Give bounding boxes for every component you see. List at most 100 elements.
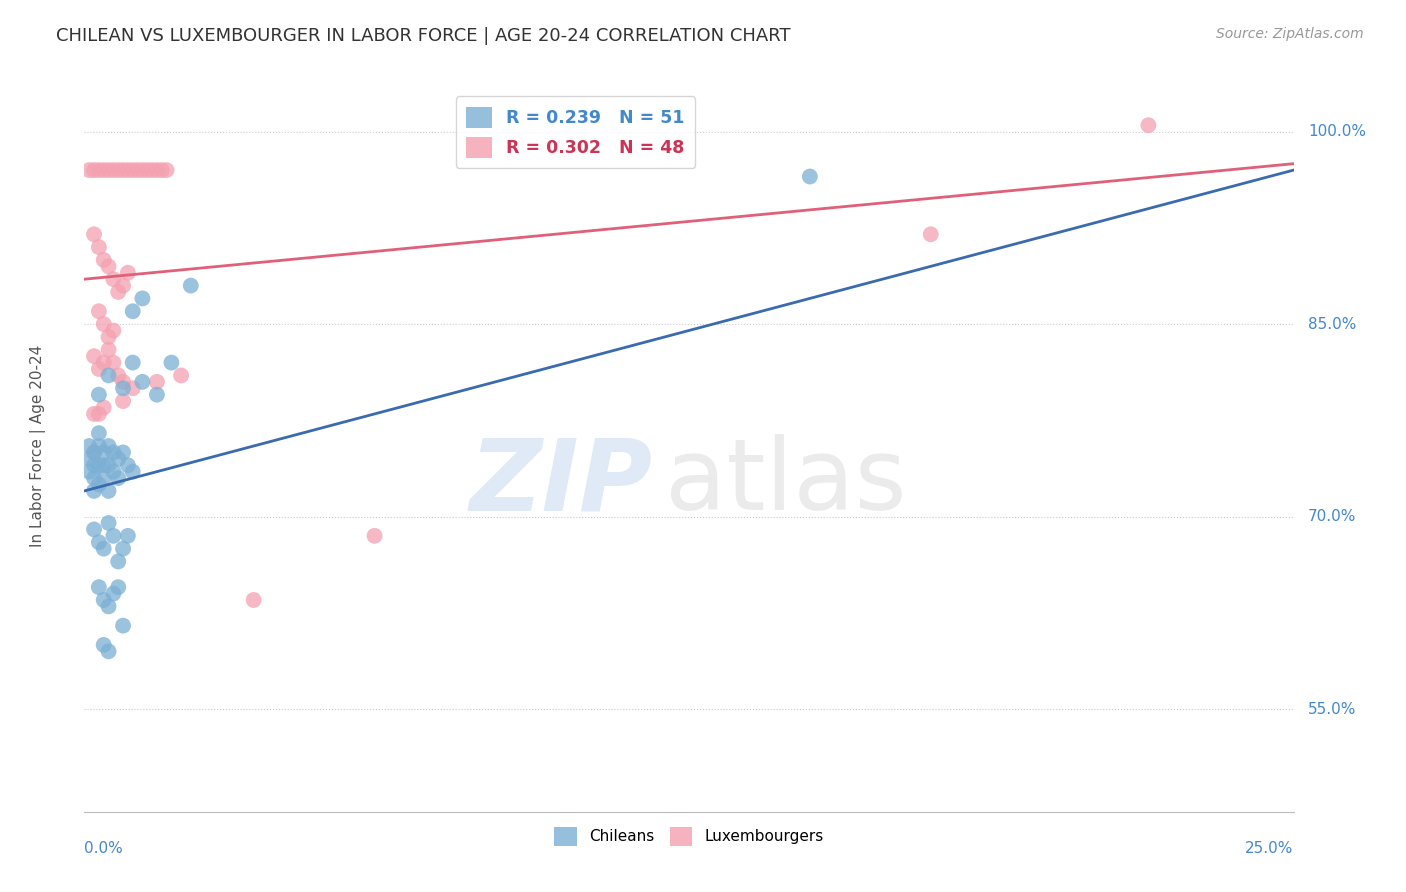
Point bbox=[112, 381, 135, 395]
Point bbox=[97, 439, 120, 453]
Point bbox=[363, 529, 385, 543]
Point bbox=[180, 278, 202, 293]
Text: atlas: atlas bbox=[665, 434, 907, 531]
Point bbox=[97, 516, 120, 530]
Text: 55.0%: 55.0% bbox=[1308, 702, 1357, 716]
Point bbox=[83, 471, 105, 485]
Point bbox=[97, 599, 120, 614]
Point bbox=[77, 465, 100, 479]
Point bbox=[93, 458, 115, 473]
Point bbox=[103, 163, 125, 178]
Point bbox=[141, 163, 163, 178]
Point bbox=[93, 355, 115, 369]
Point bbox=[97, 343, 120, 357]
Point bbox=[87, 387, 110, 401]
Point bbox=[121, 355, 143, 369]
Text: ZIP: ZIP bbox=[470, 434, 652, 531]
Point bbox=[103, 465, 125, 479]
Point bbox=[87, 580, 110, 594]
Point bbox=[77, 163, 100, 178]
Point bbox=[112, 163, 135, 178]
Point bbox=[93, 401, 115, 415]
Point bbox=[146, 375, 169, 389]
Point bbox=[160, 355, 183, 369]
Point bbox=[83, 349, 105, 363]
Point bbox=[87, 477, 110, 491]
Point bbox=[97, 483, 120, 498]
Point bbox=[87, 458, 110, 473]
Point bbox=[1234, 863, 1257, 877]
Legend: Chileans, Luxembourgers: Chileans, Luxembourgers bbox=[548, 821, 830, 852]
Text: 25.0%: 25.0% bbox=[1246, 841, 1294, 856]
Point bbox=[121, 163, 143, 178]
Point bbox=[97, 330, 120, 344]
Point bbox=[103, 445, 125, 459]
Point bbox=[77, 451, 100, 466]
Point bbox=[112, 618, 135, 632]
Point bbox=[87, 439, 110, 453]
Point bbox=[93, 541, 115, 556]
Point bbox=[83, 227, 105, 242]
Point bbox=[131, 163, 153, 178]
Point bbox=[131, 375, 153, 389]
Point bbox=[117, 163, 139, 178]
Point bbox=[1137, 118, 1160, 132]
Text: Source: ZipAtlas.com: Source: ZipAtlas.com bbox=[1216, 27, 1364, 41]
Point bbox=[155, 163, 177, 178]
Point bbox=[103, 586, 125, 600]
Point bbox=[150, 163, 173, 178]
Point bbox=[83, 445, 105, 459]
Point bbox=[87, 304, 110, 318]
Point bbox=[97, 260, 120, 274]
Point bbox=[87, 362, 110, 376]
Point bbox=[87, 240, 110, 254]
Point bbox=[103, 272, 125, 286]
Point bbox=[93, 163, 115, 178]
Point bbox=[146, 163, 169, 178]
Point bbox=[77, 439, 100, 453]
Point bbox=[136, 163, 159, 178]
Point bbox=[112, 394, 135, 409]
Point bbox=[107, 554, 129, 568]
Text: 85.0%: 85.0% bbox=[1308, 317, 1357, 332]
Point bbox=[97, 163, 120, 178]
Point bbox=[83, 483, 105, 498]
Point bbox=[242, 593, 264, 607]
Text: CHILEAN VS LUXEMBOURGER IN LABOR FORCE | AGE 20-24 CORRELATION CHART: CHILEAN VS LUXEMBOURGER IN LABOR FORCE |… bbox=[56, 27, 790, 45]
Point bbox=[146, 387, 169, 401]
Point bbox=[97, 644, 120, 658]
Point bbox=[121, 304, 143, 318]
Point bbox=[83, 163, 105, 178]
Point bbox=[93, 445, 115, 459]
Point bbox=[121, 465, 143, 479]
Point bbox=[97, 458, 120, 473]
Point bbox=[83, 445, 105, 459]
Point bbox=[93, 638, 115, 652]
Text: In Labor Force | Age 20-24: In Labor Force | Age 20-24 bbox=[31, 345, 46, 547]
Text: 70.0%: 70.0% bbox=[1308, 509, 1357, 524]
Point bbox=[107, 368, 129, 383]
Point bbox=[170, 863, 193, 877]
Point bbox=[107, 163, 129, 178]
Point bbox=[112, 541, 135, 556]
Point bbox=[103, 529, 125, 543]
Point bbox=[83, 458, 105, 473]
Point bbox=[107, 285, 129, 299]
Point bbox=[97, 368, 120, 383]
Point bbox=[83, 523, 105, 537]
Point bbox=[83, 407, 105, 421]
Point bbox=[121, 381, 143, 395]
Point bbox=[93, 471, 115, 485]
Point bbox=[107, 471, 129, 485]
Point bbox=[799, 169, 821, 184]
Point bbox=[87, 163, 110, 178]
Point bbox=[112, 278, 135, 293]
Point bbox=[170, 368, 193, 383]
Point bbox=[93, 593, 115, 607]
Point bbox=[131, 292, 153, 306]
Point bbox=[117, 266, 139, 280]
Text: 100.0%: 100.0% bbox=[1308, 124, 1367, 139]
Point bbox=[107, 580, 129, 594]
Point bbox=[93, 317, 115, 331]
Point bbox=[112, 445, 135, 459]
